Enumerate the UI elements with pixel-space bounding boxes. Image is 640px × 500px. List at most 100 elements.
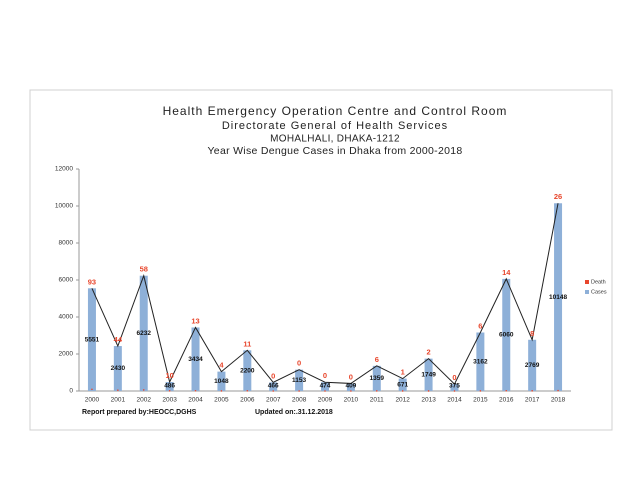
death-label: 26 (554, 192, 562, 201)
y-tick-label: 4000 (59, 314, 74, 321)
death-point (375, 390, 378, 392)
death-point (142, 389, 145, 391)
death-label: 93 (88, 277, 96, 286)
death-point (453, 390, 456, 392)
chart-title: Year Wise Dengue Cases in Dhaka from 200… (207, 145, 462, 157)
bar (165, 382, 174, 391)
x-tick-label: 2002 (137, 397, 152, 404)
legend-swatch (585, 290, 589, 294)
bar (476, 332, 485, 391)
death-label: 0 (452, 373, 456, 382)
cases-label: 409 (345, 383, 356, 390)
x-tick-label: 2014 (447, 397, 462, 404)
y-tick-label: 6000 (59, 277, 74, 284)
cases-label: 10148 (549, 294, 567, 301)
death-label: 0 (349, 372, 353, 381)
cases-label: 3162 (473, 358, 488, 365)
x-tick-label: 2013 (421, 397, 436, 404)
death-label: 44 (114, 335, 123, 344)
death-point (427, 390, 430, 392)
cases-label: 6232 (137, 330, 152, 337)
y-tick-label: 12000 (55, 166, 73, 173)
legend-label: Cases (591, 289, 607, 295)
cases-label: 2200 (240, 367, 255, 374)
cases-label: 671 (397, 382, 408, 389)
bar (217, 371, 226, 391)
chart-title: MOHALHALI, DHAKA-1212 (270, 134, 400, 145)
death-label: 2 (426, 348, 430, 357)
y-tick-label: 10000 (55, 203, 73, 210)
death-label: 0 (323, 371, 327, 380)
death-point (298, 390, 300, 392)
x-tick-label: 2003 (162, 397, 177, 404)
x-tick-label: 2000 (85, 397, 100, 404)
bar (113, 346, 122, 391)
bar (139, 275, 148, 391)
death-point (91, 388, 93, 391)
bar (528, 339, 537, 391)
death-point (350, 390, 352, 392)
cases-label: 5551 (85, 336, 100, 343)
x-tick-label: 2009 (318, 397, 333, 404)
death-point (401, 390, 404, 392)
bar (502, 278, 511, 391)
y-tick-label: 8000 (59, 240, 74, 247)
x-tick-label: 2017 (525, 397, 540, 404)
x-tick-label: 2012 (395, 397, 410, 404)
bar (321, 382, 329, 391)
death-point (246, 389, 249, 392)
x-tick-label: 2001 (111, 397, 126, 404)
death-label: 0 (297, 359, 301, 368)
bar (424, 358, 433, 391)
death-point (272, 390, 275, 392)
bar (269, 382, 278, 391)
death-label: 14 (502, 268, 511, 277)
x-tick-label: 2006 (240, 397, 255, 404)
death-point (531, 390, 533, 392)
death-point (194, 389, 197, 392)
death-label: 6 (478, 321, 482, 330)
death-point (557, 389, 559, 392)
death-label: 13 (191, 316, 199, 325)
death-point (505, 389, 508, 392)
x-tick-label: 2004 (188, 397, 203, 404)
footer-text: Report prepared by:HEOCC,DGHS (82, 409, 197, 416)
cases-label: 1749 (421, 372, 436, 379)
death-label: 8 (530, 329, 534, 338)
cases-label: 1153 (292, 377, 306, 384)
y-tick-label: 2000 (59, 351, 74, 358)
bar (398, 378, 407, 391)
bar (191, 327, 200, 391)
death-label: 10 (165, 371, 173, 380)
x-tick-label: 2008 (292, 397, 307, 404)
x-tick-label: 2016 (499, 397, 514, 404)
cases-label: 1048 (214, 378, 229, 385)
death-point (479, 390, 482, 392)
death-label: 0 (271, 371, 275, 380)
cases-label: 375 (449, 383, 460, 390)
bar (450, 384, 459, 391)
bar (243, 350, 252, 391)
y-tick-label: 0 (69, 388, 73, 395)
x-tick-label: 2007 (266, 397, 281, 404)
x-tick-label: 2005 (214, 397, 229, 404)
death-point (117, 389, 119, 391)
cases-label: 6060 (499, 332, 514, 339)
cases-label: 1359 (370, 375, 385, 382)
footer-text: Updated on:.31.12.2018 (255, 409, 333, 416)
death-label: 11 (243, 339, 251, 348)
death-label: 4 (219, 361, 224, 370)
chart-title: Health Emergency Operation Centre and Co… (163, 104, 508, 118)
cases-label: 2430 (111, 365, 126, 372)
bar (554, 203, 563, 391)
cases-label: 486 (164, 383, 175, 390)
x-tick-label: 2010 (344, 397, 359, 404)
cases-label: 474 (320, 383, 331, 390)
chart-frame (29, 89, 613, 431)
death-label: 1 (401, 368, 405, 377)
x-tick-label: 2018 (551, 397, 566, 404)
bar (372, 365, 381, 391)
legend-swatch (585, 280, 589, 284)
cases-label: 3434 (188, 356, 203, 363)
